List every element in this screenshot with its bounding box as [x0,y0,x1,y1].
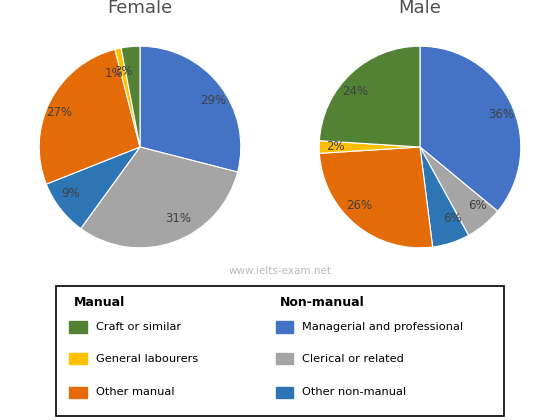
Wedge shape [319,141,420,153]
Text: 27%: 27% [46,106,73,119]
Bar [69,353,87,365]
Text: Other manual: Other manual [96,387,175,397]
Text: General labourers: General labourers [96,354,199,364]
Text: 29%: 29% [200,94,226,107]
Wedge shape [319,147,433,248]
Text: Other non-manual: Other non-manual [302,387,407,397]
Wedge shape [121,46,140,147]
Title: Female: Female [108,0,172,17]
Bar [69,386,87,398]
Bar [276,386,293,398]
Text: 24%: 24% [342,85,368,98]
Text: Craft or similar: Craft or similar [96,322,181,332]
FancyBboxPatch shape [56,286,504,416]
Wedge shape [81,147,237,248]
Wedge shape [319,46,420,147]
Text: 6%: 6% [444,213,462,226]
Wedge shape [115,48,140,147]
Text: Clerical or related: Clerical or related [302,354,404,364]
Text: Non-manual: Non-manual [280,296,365,309]
Wedge shape [46,147,140,228]
Text: 1%: 1% [105,67,124,80]
Bar [276,353,293,365]
Text: 2%: 2% [326,141,344,153]
Wedge shape [39,50,140,184]
Text: 3%: 3% [114,65,133,78]
Text: Manual: Manual [74,296,125,309]
Title: Male: Male [399,0,441,17]
Bar [69,321,87,333]
Text: 26%: 26% [346,199,372,212]
Bar [276,321,293,333]
Text: 31%: 31% [166,212,192,225]
Text: 6%: 6% [468,199,487,212]
Text: Managerial and professional: Managerial and professional [302,322,464,332]
Wedge shape [420,46,521,211]
Text: 9%: 9% [62,187,80,200]
Wedge shape [420,147,498,235]
Wedge shape [140,46,241,172]
Text: www.ielts-exam.net: www.ielts-exam.net [228,266,332,276]
Text: 36%: 36% [488,108,515,121]
Wedge shape [420,147,469,247]
